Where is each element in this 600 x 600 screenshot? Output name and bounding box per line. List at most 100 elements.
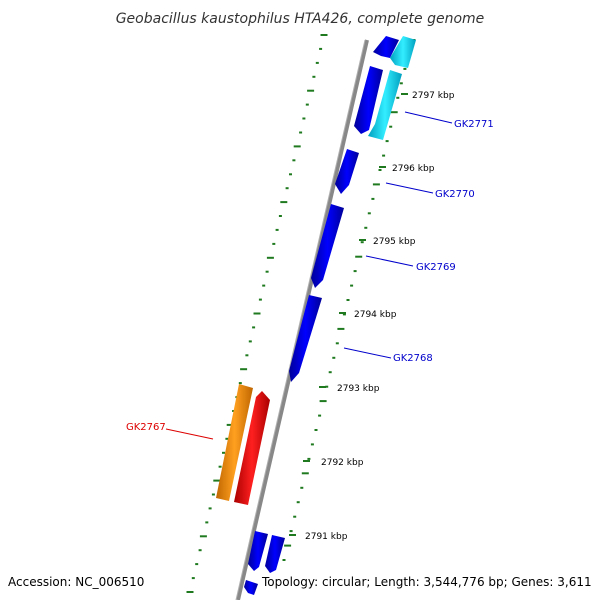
tick-dash xyxy=(390,111,398,114)
tick-dot xyxy=(272,242,276,245)
tick-dot xyxy=(378,169,382,171)
tick-dash xyxy=(337,327,345,330)
tick-dot xyxy=(208,507,212,510)
gene-gk2767-highlight[interactable] xyxy=(234,391,270,505)
topology-text: Topology: circular; Length: 3,544,776 bp… xyxy=(261,575,592,589)
scale-ticks: 2797 kbp 2796 kbp 2795 kbp 2794 kbp 2793… xyxy=(289,91,455,542)
gene-label-gk2767[interactable]: GK2767 xyxy=(126,422,166,433)
gene-label-gk2770[interactable]: GK2770 xyxy=(435,189,475,200)
tick-label: 2796 kbp xyxy=(392,164,435,174)
tick-label: 2791 kbp xyxy=(305,532,348,542)
tick-dash xyxy=(266,256,274,259)
tick-dot xyxy=(403,67,407,70)
tick-dot xyxy=(278,215,282,217)
gene-gk2772-reverse[interactable] xyxy=(390,36,416,68)
tick-dot xyxy=(292,159,296,162)
tick-dot xyxy=(258,298,262,301)
tick-dash xyxy=(301,472,309,475)
label-leader-line xyxy=(404,111,453,124)
tick-label: 2794 kbp xyxy=(354,310,397,320)
tick-dash xyxy=(213,479,221,482)
tick-dot xyxy=(293,515,297,518)
tick-dot xyxy=(289,530,293,533)
tick-dash xyxy=(293,145,301,148)
tick-dash xyxy=(355,255,363,258)
gene-gk2766-adjacent[interactable] xyxy=(216,384,253,501)
tick-dot xyxy=(198,549,202,552)
gene-gk2768[interactable] xyxy=(289,295,322,382)
tick-dot xyxy=(238,382,242,385)
tick-dash xyxy=(319,400,327,403)
tick-dot xyxy=(195,563,199,566)
tick-label: 2793 kbp xyxy=(337,384,380,394)
gene-gk2765-a[interactable] xyxy=(248,531,268,571)
gene-gk2765-b[interactable] xyxy=(265,535,285,573)
tick-dash xyxy=(307,89,315,92)
tick-dot xyxy=(346,299,350,301)
tick-dot xyxy=(312,75,316,78)
tick-dash xyxy=(284,544,292,547)
gene-label-gk2768[interactable]: GK2768 xyxy=(393,353,433,364)
tick-dot xyxy=(299,131,303,134)
tick-dot xyxy=(353,270,357,273)
inner-tick-row xyxy=(186,34,328,593)
tick-dot xyxy=(296,501,300,504)
tick-label: 2795 kbp xyxy=(373,237,416,247)
tick-dot xyxy=(328,371,332,374)
gene-label-gk2771[interactable]: GK2771 xyxy=(454,119,494,130)
tick-dot xyxy=(319,47,323,50)
gene-gk2771-forward[interactable] xyxy=(354,66,383,134)
tick-dot xyxy=(389,125,393,128)
tick-dot xyxy=(222,451,225,454)
tick-dot xyxy=(342,313,346,316)
tick-dash xyxy=(253,312,261,315)
tick-dot xyxy=(307,457,311,460)
gene-labels: GK2771 GK2770 GK2769 GK2768 GK2767 xyxy=(126,111,494,440)
tick-dot xyxy=(396,96,400,99)
tick-dot xyxy=(248,340,252,343)
tick-dot xyxy=(310,443,314,446)
gene-gk2771-reverse[interactable] xyxy=(368,70,402,140)
gene-features xyxy=(216,36,416,595)
tick-dot xyxy=(371,197,375,200)
label-leader-line xyxy=(343,347,392,359)
tick-dot xyxy=(332,356,336,359)
gene-gk2769[interactable] xyxy=(311,204,344,288)
tick-dash xyxy=(186,591,194,593)
tick-dot xyxy=(318,414,322,417)
tick-dash xyxy=(240,368,248,371)
tick-dot xyxy=(211,493,215,496)
tick-dot xyxy=(314,429,318,431)
tick-dot xyxy=(305,103,309,106)
tick-dash xyxy=(280,201,288,204)
tick-dot xyxy=(335,342,339,345)
tick-dot xyxy=(315,61,319,64)
tick-dot xyxy=(205,521,209,524)
gene-gk2764[interactable] xyxy=(244,580,258,595)
gene-gk2770[interactable] xyxy=(335,149,359,194)
gene-label-gk2769[interactable]: GK2769 xyxy=(416,262,456,273)
tick-dot xyxy=(262,284,266,287)
tick-dash xyxy=(372,183,380,186)
tick-label: 2797 kbp xyxy=(412,91,455,101)
tick-dot xyxy=(252,326,256,329)
tick-dot xyxy=(350,284,354,287)
label-leader-line xyxy=(165,428,214,440)
gene-gk2772-forward[interactable] xyxy=(373,36,399,58)
accession-text: Accession: NC_006510 xyxy=(8,575,144,589)
tick-dot xyxy=(300,486,304,489)
tick-dot xyxy=(385,140,389,143)
tick-dash xyxy=(226,423,234,426)
tick-dot xyxy=(245,354,249,357)
tick-dash xyxy=(320,34,328,36)
tick-dot xyxy=(364,226,368,229)
tick-dot xyxy=(325,385,329,388)
tick-dot xyxy=(282,559,286,561)
label-leader-line xyxy=(385,182,434,194)
tick-dot xyxy=(218,465,222,468)
tick-dot xyxy=(191,577,195,580)
label-leader-line xyxy=(365,255,414,267)
tick-dot xyxy=(360,241,364,244)
tick-dot xyxy=(302,117,306,120)
